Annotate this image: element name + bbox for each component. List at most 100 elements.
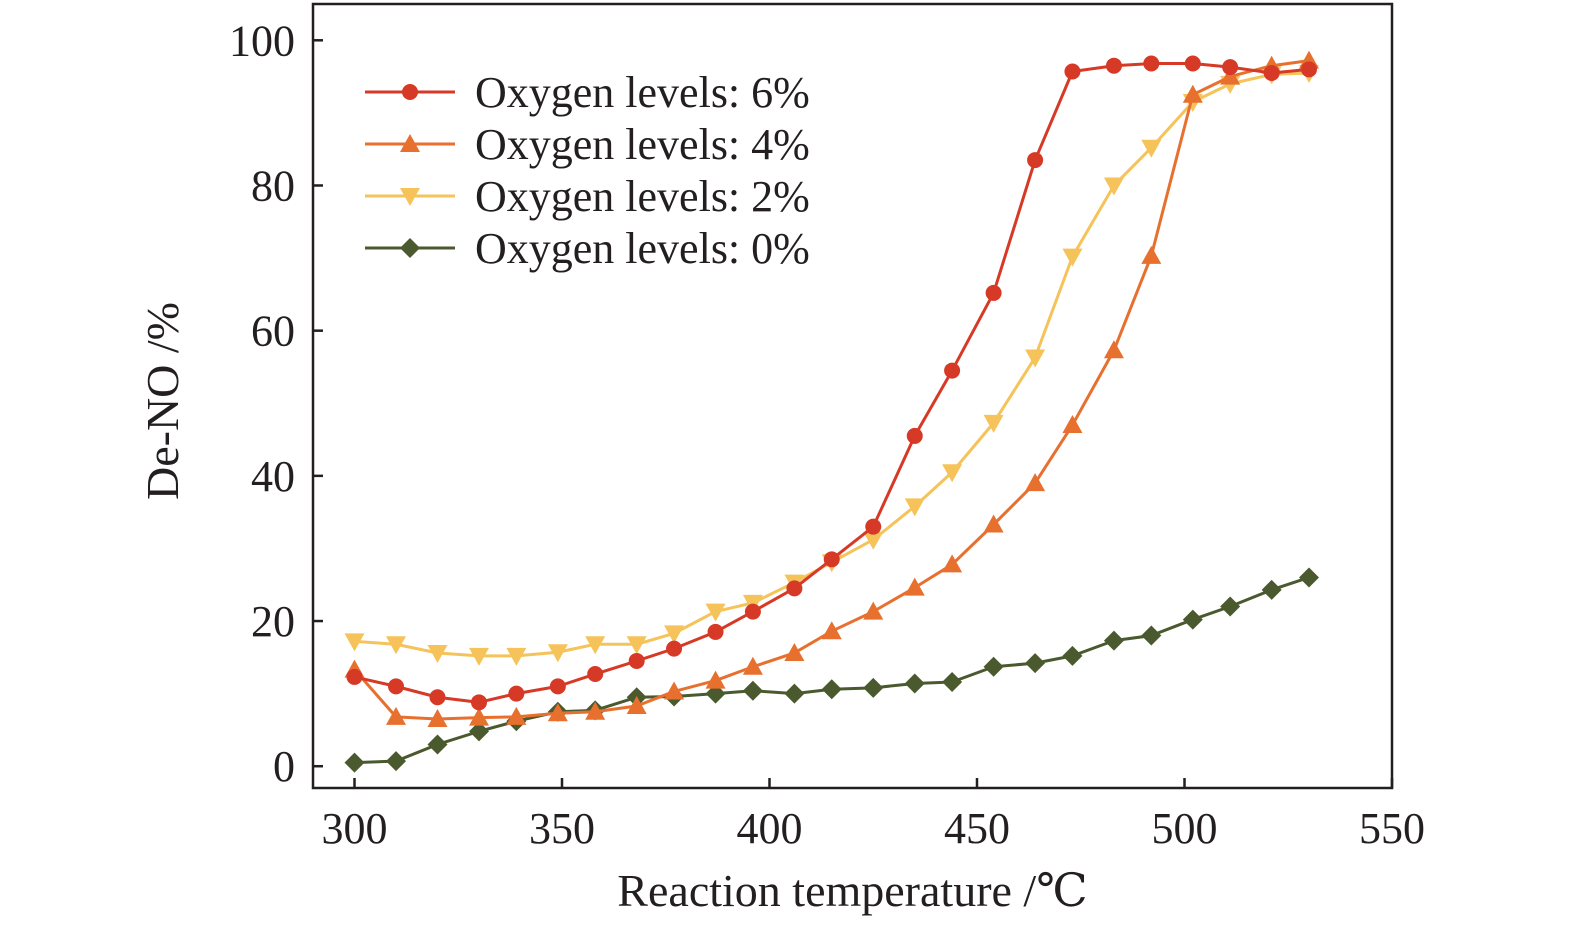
data-point: [666, 640, 683, 657]
series-group: [344, 50, 1319, 773]
data-point: [904, 577, 925, 596]
data-point: [1184, 55, 1201, 72]
legend-label: Oxygen levels: 4%: [475, 120, 810, 169]
legend: Oxygen levels: 6%Oxygen levels: 4%Oxygen…: [365, 68, 810, 273]
y-tick-label: 60: [251, 307, 295, 356]
data-point: [587, 666, 604, 683]
y-tick-label: 80: [251, 161, 295, 210]
data-point: [1025, 473, 1046, 492]
data-point: [983, 414, 1004, 433]
data-point: [904, 673, 925, 694]
data-point: [585, 701, 606, 720]
data-point: [626, 636, 647, 655]
data-point: [1301, 61, 1317, 78]
data-point: [469, 647, 489, 666]
data-point: [865, 518, 882, 535]
data-point: [1220, 596, 1241, 617]
data-point: [942, 672, 963, 693]
data-point: [506, 647, 527, 666]
data-point: [705, 603, 726, 622]
data-point: [1143, 55, 1160, 72]
data-point: [549, 678, 566, 695]
data-point: [344, 752, 365, 773]
plot-frame: [311, 2, 1394, 790]
x-tick-label: 500: [1152, 804, 1218, 853]
data-point: [427, 709, 448, 728]
data-point: [469, 707, 489, 726]
legend-item: Oxygen levels: 6%: [365, 68, 810, 117]
data-point: [742, 656, 763, 675]
data-point: [1062, 248, 1083, 267]
data-point: [1299, 567, 1319, 588]
data-point: [1141, 139, 1162, 158]
data-point: [1105, 57, 1122, 74]
plot-border: [311, 2, 1394, 790]
data-point: [344, 633, 365, 652]
legend-item: Oxygen levels: 0%: [365, 224, 810, 273]
data-point: [506, 706, 527, 725]
data-point: [821, 679, 842, 700]
data-point: [1261, 579, 1282, 600]
data-point: [386, 636, 406, 655]
x-axis-title: Reaction temperature /℃: [617, 865, 1087, 916]
data-point: [863, 601, 884, 620]
x-tick-label: 450: [944, 804, 1010, 853]
data-point: [1103, 630, 1124, 651]
data-point: [386, 706, 406, 725]
x-tick-label: 350: [529, 804, 595, 853]
legend-marker: [402, 84, 418, 100]
data-point: [1103, 340, 1124, 359]
data-point: [1062, 645, 1083, 666]
data-point: [863, 531, 884, 550]
data-point: [823, 551, 840, 568]
y-tick-label: 100: [229, 16, 295, 65]
x-tick-label: 400: [737, 804, 803, 853]
y-tick-label: 20: [251, 597, 295, 646]
data-point: [942, 464, 963, 483]
series-0: [346, 55, 1317, 711]
data-point: [628, 652, 645, 669]
data-point: [821, 621, 842, 640]
data-point: [944, 362, 961, 379]
data-point: [585, 636, 606, 655]
data-point: [1220, 66, 1241, 85]
legend-label: Oxygen levels: 2%: [475, 172, 810, 221]
data-point: [983, 514, 1004, 533]
data-point: [626, 695, 647, 714]
data-point: [427, 644, 448, 663]
data-point: [904, 498, 925, 517]
data-point: [427, 734, 448, 755]
data-point: [705, 670, 726, 689]
data-point: [346, 668, 363, 685]
data-point: [469, 721, 489, 742]
data-point: [664, 681, 685, 700]
data-point: [786, 580, 803, 597]
y-axis-title: De-NO /%: [137, 302, 188, 500]
axis-ticks: 300 350 400 450 500 550 0 20 40 60 80 100: [229, 16, 1425, 853]
data-point: [1064, 63, 1081, 80]
data-point: [1182, 84, 1203, 103]
legend-marker: [400, 188, 420, 206]
data-point: [1141, 245, 1162, 264]
legend-marker: [400, 134, 420, 152]
legend-label: Oxygen levels: 6%: [475, 68, 810, 117]
legend-item: Oxygen levels: 2%: [365, 172, 810, 221]
x-tick-label: 300: [322, 804, 388, 853]
data-point: [547, 703, 568, 722]
data-point: [1263, 64, 1280, 81]
data-point: [1222, 59, 1239, 76]
data-point: [906, 427, 923, 444]
data-point: [1062, 415, 1083, 434]
data-point: [388, 678, 404, 695]
data-point: [1027, 152, 1044, 169]
data-point: [942, 554, 963, 573]
data-point: [985, 284, 1002, 301]
data-point: [1025, 349, 1046, 368]
legend-label: Oxygen levels: 0%: [475, 224, 810, 273]
series-3: [344, 567, 1319, 773]
data-point: [508, 685, 525, 702]
data-point: [386, 751, 406, 772]
data-point: [471, 694, 487, 711]
data-point: [705, 683, 726, 704]
